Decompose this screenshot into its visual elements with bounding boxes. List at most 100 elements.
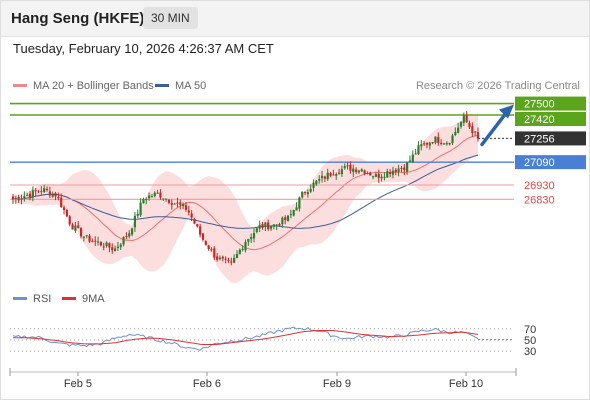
candle-body	[45, 188, 49, 191]
candle-body	[451, 135, 454, 144]
candle-body	[176, 202, 179, 204]
arrow-head	[499, 104, 514, 119]
candle-body	[474, 131, 477, 133]
candle-body	[440, 142, 443, 144]
candle-body	[423, 143, 426, 145]
candle-body	[309, 189, 312, 192]
candle-body	[403, 167, 406, 171]
candle-body	[360, 169, 363, 172]
candle-body	[43, 188, 46, 193]
candle-body	[88, 235, 91, 242]
candle-body	[448, 142, 451, 145]
candle-body	[213, 248, 216, 258]
candle-body	[34, 190, 37, 192]
candle-body	[153, 192, 156, 197]
timeframe-badge[interactable]: 30 MIN	[143, 7, 198, 29]
candle-body	[397, 168, 400, 172]
candle-body	[252, 233, 256, 239]
candle-body	[320, 175, 324, 179]
candle-body	[267, 222, 270, 230]
candle-body	[71, 224, 74, 230]
candle-body	[218, 257, 222, 260]
legend-ma50: MA 50	[155, 80, 206, 92]
candle-body	[261, 224, 264, 228]
candle-body	[57, 197, 60, 199]
candle-body	[62, 207, 66, 210]
candle-body	[247, 238, 250, 242]
candle-body	[199, 226, 202, 235]
candle-body	[465, 115, 468, 123]
candle-body	[394, 169, 397, 173]
candle-body	[40, 191, 43, 193]
candle-body	[278, 224, 281, 226]
candle-body	[31, 190, 34, 198]
candle-body	[354, 169, 358, 172]
candle-body	[224, 258, 227, 260]
candle-body	[377, 173, 380, 179]
legend-bollinger: MA 20 + Bollinger Bands	[13, 80, 154, 92]
candle-body	[454, 131, 457, 136]
rsi-ma-line	[13, 330, 479, 345]
price-label-26930: 26930	[524, 180, 555, 192]
bollinger-label: MA 20 + Bollinger Bands	[33, 80, 154, 92]
candle-body	[201, 233, 205, 240]
candle-body	[221, 256, 224, 259]
candle-body	[425, 142, 429, 145]
candle-body	[468, 123, 471, 127]
candle-body	[142, 198, 145, 204]
candle-body	[26, 195, 29, 197]
candle-body	[99, 241, 102, 246]
candle-body	[250, 237, 253, 240]
candle-body	[150, 196, 154, 198]
candle-body	[238, 249, 241, 255]
candle-body	[420, 144, 423, 147]
ma50-label: MA 50	[175, 80, 207, 92]
candle-body	[85, 235, 88, 237]
candle-body	[400, 167, 403, 169]
candle-body	[227, 260, 230, 262]
candle-body	[105, 242, 108, 246]
rsi-tick-30: 30	[524, 346, 536, 358]
rsi-swatch	[13, 296, 27, 300]
forecast-arrow	[480, 108, 510, 147]
candle-body	[133, 215, 137, 228]
candle-body	[269, 226, 273, 229]
candle-body	[207, 245, 210, 250]
candle-body	[264, 222, 267, 228]
price-label-27256: 27256	[524, 133, 555, 145]
candle-body	[23, 196, 26, 199]
candle-body	[301, 191, 304, 198]
candle-body	[179, 202, 182, 205]
candle-body	[363, 170, 366, 174]
candle-body	[476, 132, 480, 139]
candle-body	[111, 247, 114, 251]
candle-body	[17, 196, 20, 201]
candle-body	[145, 199, 148, 201]
candle-body	[48, 191, 51, 196]
candle-body	[74, 225, 77, 231]
candle-body	[68, 216, 71, 225]
candle-body	[391, 170, 395, 175]
candle-body	[315, 180, 318, 185]
candle-body	[303, 191, 307, 193]
candle-body	[210, 249, 213, 251]
price-tag-27090	[515, 155, 586, 170]
candle-body	[91, 240, 94, 242]
candle-body	[184, 205, 188, 210]
candle-body	[295, 207, 298, 211]
candle-body	[386, 171, 389, 178]
candle-body	[204, 240, 207, 245]
candle-body	[306, 192, 309, 195]
candle-body	[77, 225, 80, 228]
candle-body	[323, 176, 326, 179]
price-label-27500: 27500	[524, 99, 555, 111]
candle-body	[96, 241, 100, 243]
candle-body	[139, 202, 142, 216]
candle-body	[14, 198, 17, 200]
candle-body	[108, 243, 111, 248]
x-tick-label: Feb 9	[323, 378, 351, 390]
header-bar: Hang Seng (HKFE) 30 MIN	[0, 0, 590, 37]
legend-rsi: RSI	[13, 293, 51, 305]
candle-body	[162, 198, 165, 200]
rsi-ma-swatch	[62, 296, 76, 300]
